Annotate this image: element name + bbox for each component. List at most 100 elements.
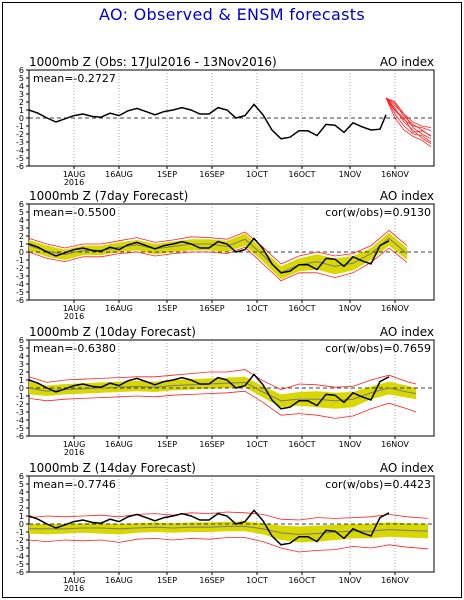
x-tick-label: 1NOV	[339, 304, 362, 313]
y-tick-label: 3	[19, 90, 24, 99]
y-tick-label: 1	[19, 512, 24, 521]
ensemble-member-line	[28, 390, 417, 419]
y-tick-label: 5	[19, 480, 24, 489]
y-tick-label: -6	[16, 296, 24, 305]
y-tick-label: 6	[19, 336, 24, 345]
x-tick-label: 1SEP	[157, 170, 177, 179]
x-tick-sublabel: 2016	[64, 178, 84, 187]
mean-label: mean=-0.2727	[33, 72, 116, 85]
ensemble-member-line	[385, 97, 432, 128]
spread-band	[29, 521, 428, 543]
observed-line	[28, 509, 390, 546]
y-tick-label: -5	[16, 288, 24, 297]
ensemble-member-line	[385, 97, 432, 144]
x-tick-label: 1OCT	[246, 576, 268, 585]
y-tick-label: -4	[16, 552, 24, 561]
ensemble-member-line	[385, 97, 432, 148]
y-tick-label: -3	[16, 272, 24, 281]
y-tick-label: -1	[16, 528, 24, 537]
x-tick-sublabel: 2016	[64, 312, 84, 321]
y-tick-label: -6	[16, 432, 24, 441]
y-tick-label: -2	[16, 536, 24, 545]
mean-label: mean=-0.5500	[33, 206, 116, 219]
y-tick-label: 0	[19, 384, 24, 393]
x-tick-label: 1SEP	[157, 576, 177, 585]
x-tick-label: 1AUG	[63, 170, 86, 179]
ensemble-member-line	[28, 369, 417, 391]
y-tick-label: -5	[16, 424, 24, 433]
y-tick-label: 2	[19, 98, 24, 107]
x-tick-sublabel: 2016	[64, 448, 84, 457]
y-tick-label: 3	[19, 496, 24, 505]
x-tick-label: 1AUG	[63, 440, 86, 449]
y-tick-label: 4	[19, 82, 24, 91]
main-title: AO: Observed & ENSM forecasts	[99, 5, 365, 24]
y-tick-label: -1	[16, 122, 24, 131]
y-tick-label: -1	[16, 392, 24, 401]
y-tick-label: 0	[19, 520, 24, 529]
y-tick-label: 1	[19, 240, 24, 249]
y-tick-label: 3	[19, 360, 24, 369]
x-tick-label: 16SEP	[199, 576, 224, 585]
y-tick-label: 0	[19, 248, 24, 257]
y-tick-label: -5	[16, 154, 24, 163]
y-tick-label: 6	[19, 66, 24, 75]
y-tick-label: 4	[19, 216, 24, 225]
x-tick-label: 16SEP	[199, 304, 224, 313]
y-tick-label: 6	[19, 472, 24, 481]
ensemble-member-line	[28, 511, 429, 521]
observed-line	[28, 103, 387, 140]
x-tick-label: 1NOV	[339, 170, 362, 179]
mean-label: mean=-0.7746	[33, 478, 116, 491]
x-tick-label: 1AUG	[63, 304, 86, 313]
ensemble-member-line	[28, 229, 408, 265]
panel-right-label: AO index	[380, 461, 434, 475]
ensemble-member-line	[28, 537, 429, 553]
x-tick-label: 16NOV	[381, 440, 409, 449]
y-tick-label: -4	[16, 416, 24, 425]
x-tick-label: 16AUG	[105, 170, 133, 179]
correlation-label: cor(w/obs)=0.9130	[325, 206, 431, 219]
x-tick-label: 16SEP	[199, 170, 224, 179]
panel-title: 1000mb Z (14day Forecast)	[29, 461, 196, 475]
panel-title: 1000mb Z (7day Forecast)	[29, 189, 188, 203]
ensemble-member-line	[385, 97, 432, 136]
y-tick-label: -3	[16, 544, 24, 553]
y-tick-label: 6	[19, 200, 24, 209]
x-tick-label: 1SEP	[157, 304, 177, 313]
x-tick-label: 16AUG	[105, 576, 133, 585]
x-tick-label: 16OCT	[289, 440, 316, 449]
ensemble-member-line	[385, 97, 432, 140]
panel-title: 1000mb Z (Obs: 17Jul2016 - 13Nov2016)	[29, 55, 277, 69]
x-tick-label: 1NOV	[339, 440, 362, 449]
y-tick-label: 2	[19, 232, 24, 241]
y-tick-label: -4	[16, 146, 24, 155]
y-tick-label: 3	[19, 224, 24, 233]
x-tick-sublabel: 2016	[64, 584, 84, 593]
correlation-label: cor(w/obs)=0.7659	[325, 342, 431, 355]
y-tick-label: 5	[19, 74, 24, 83]
x-tick-label: 16OCT	[289, 170, 316, 179]
x-tick-label: 16AUG	[105, 304, 133, 313]
y-tick-label: -3	[16, 408, 24, 417]
y-tick-label: 2	[19, 504, 24, 513]
y-tick-label: 2	[19, 368, 24, 377]
x-tick-label: 16SEP	[199, 440, 224, 449]
x-tick-label: 16OCT	[289, 576, 316, 585]
forecast-mean-line	[28, 381, 417, 402]
x-tick-label: 1OCT	[246, 170, 268, 179]
x-tick-label: 16NOV	[381, 304, 409, 313]
x-tick-label: 1SEP	[157, 440, 177, 449]
x-tick-label: 1AUG	[63, 576, 86, 585]
spread-band	[29, 376, 416, 409]
panel-right-label: AO index	[380, 325, 434, 339]
y-tick-label: 5	[19, 208, 24, 217]
y-tick-label: 4	[19, 352, 24, 361]
ensemble-member-line	[28, 246, 408, 282]
y-tick-label: 1	[19, 376, 24, 385]
x-tick-label: 16AUG	[105, 440, 133, 449]
correlation-label: cor(w/obs)=0.4423	[325, 478, 431, 491]
observed-line	[28, 237, 390, 274]
y-tick-label: -6	[16, 162, 24, 171]
